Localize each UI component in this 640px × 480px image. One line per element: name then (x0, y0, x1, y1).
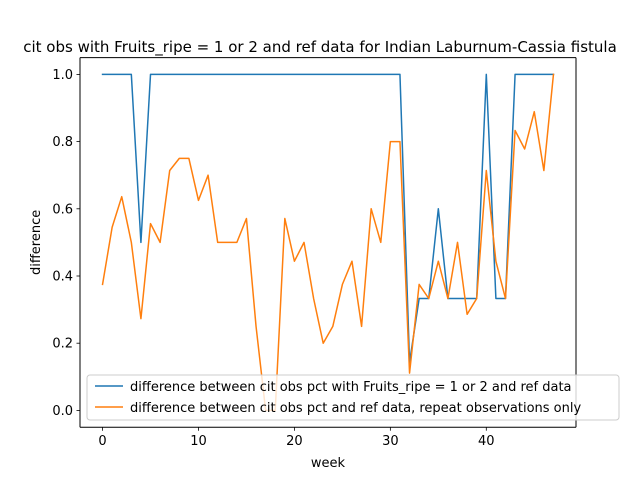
y-tick-label: 0.8 (52, 135, 73, 150)
legend-box (86, 374, 620, 421)
legend: difference between cit obs pct with Frui… (86, 374, 620, 421)
x-tick-label: 0 (98, 434, 106, 449)
x-tick-label: 10 (190, 434, 207, 449)
series-line-1 (101, 73, 555, 364)
y-tick-label: 0.4 (52, 270, 73, 285)
y-tick-label: 0.0 (52, 404, 73, 419)
y-tick-label: 0.2 (52, 337, 73, 352)
axes-frame (79, 57, 577, 428)
x-ticks: 0 10 20 30 40 (98, 427, 495, 449)
y-tick-label: 0.6 (52, 202, 73, 217)
x-tick-label: 20 (286, 434, 303, 449)
plot-area (80, 57, 576, 428)
y-tick-label: 1.0 (52, 68, 73, 83)
y-ticks: 0.0 0.2 0.4 0.6 0.8 1.0 (52, 68, 80, 419)
legend-label-series-2: difference between cit obs pct and ref d… (130, 401, 581, 416)
x-axis-label: week (311, 456, 346, 471)
y-axis-label: difference (29, 210, 44, 275)
x-tick-label: 30 (382, 434, 399, 449)
x-tick-label: 40 (478, 434, 495, 449)
series-line-2 (101, 73, 555, 412)
chart-title: cit obs with Fruits_ripe = 1 or 2 and re… (23, 38, 617, 57)
legend-label-series-1: difference between cit obs pct with Frui… (130, 380, 572, 395)
series-layer (101, 73, 555, 412)
